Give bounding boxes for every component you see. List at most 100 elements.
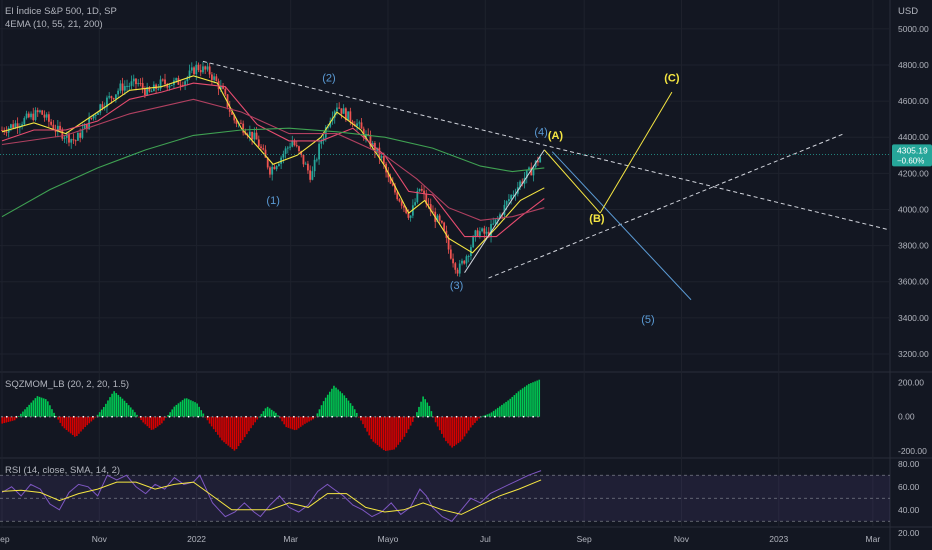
squeeze-dot (522, 415, 525, 418)
squeeze-dot (235, 415, 238, 418)
squeeze-dot (149, 415, 152, 418)
candle-body (231, 111, 233, 115)
candle-body (320, 140, 323, 144)
momentum-bar (432, 416, 435, 418)
y-tick-label: 4800.00 (898, 60, 929, 70)
price-badge[interactable] (892, 144, 932, 167)
momentum-bar (351, 405, 354, 417)
squeeze-dot (72, 415, 75, 418)
squeeze-dot (412, 415, 415, 418)
candle-body (291, 141, 294, 147)
candle-body (481, 228, 483, 232)
candle-body (99, 104, 102, 113)
momentum-bar (472, 416, 474, 426)
support-trendline[interactable] (488, 133, 845, 279)
candle-body (211, 74, 213, 80)
momentum-bar (256, 416, 259, 420)
candle-body (407, 213, 410, 218)
momentum-bar (117, 394, 120, 417)
squeeze-dot (407, 415, 410, 418)
candle-body (365, 133, 367, 138)
candle-body (400, 201, 403, 206)
momentum-bar (127, 405, 130, 417)
channel-line[interactable] (464, 149, 545, 273)
squeeze-dot (374, 415, 377, 418)
candle-body (503, 204, 506, 216)
candle-body (425, 194, 428, 204)
momentum-bar (13, 416, 16, 421)
momentum-bar (11, 416, 14, 421)
momentum-bar (67, 416, 70, 432)
candle-body (302, 154, 305, 165)
momentum-bar (65, 416, 68, 431)
candle-body (255, 132, 258, 140)
squeeze-dot (15, 415, 18, 418)
momentum-bar (177, 403, 180, 417)
candle-body (139, 83, 142, 85)
squeeze-dot (517, 415, 520, 418)
squeeze-dot (48, 415, 51, 418)
momentum-bar (426, 402, 429, 417)
momentum-bar (409, 416, 412, 426)
momentum-bar (235, 416, 238, 450)
wave-5-projection[interactable] (551, 151, 692, 301)
wave-c-projection[interactable] (599, 91, 673, 214)
momentum-bar (289, 416, 292, 429)
price-badge-change: −0.60% (897, 156, 924, 165)
momentum-bar (161, 416, 163, 424)
momentum-bar (80, 416, 82, 432)
candle-body (242, 123, 245, 133)
momentum-bar (140, 416, 142, 421)
momentum-bar (395, 416, 397, 448)
candle-body (405, 207, 408, 214)
candle-body (128, 85, 131, 87)
x-tick-label: Sep (0, 534, 10, 544)
candle-body (264, 149, 267, 158)
momentum-bar (285, 416, 288, 428)
momentum-bar (476, 416, 478, 421)
candle-body (12, 124, 15, 128)
candle-body (257, 139, 260, 147)
candle-body (168, 85, 171, 88)
momentum-bar (463, 416, 466, 437)
momentum-bar (111, 393, 113, 417)
momentum-bar (125, 402, 128, 417)
squeeze-dot (465, 415, 468, 418)
momentum-tick-label: 200.00 (898, 377, 924, 387)
squeeze-dot (206, 415, 209, 418)
wave-b-projection[interactable] (543, 149, 601, 214)
momentum-bar (146, 416, 149, 427)
candle-body (521, 181, 524, 184)
wave-label-7: (C) (664, 72, 680, 84)
momentum-bar (455, 416, 458, 445)
momentum-bar (326, 394, 329, 417)
squeeze-dot (92, 415, 94, 418)
x-tick-label: Mar (283, 534, 298, 544)
momentum-bar (227, 416, 230, 446)
squeeze-dot (240, 415, 243, 418)
resistance-trendline[interactable] (202, 60, 888, 230)
candle-body (271, 166, 274, 175)
momentum-bar (233, 416, 236, 451)
candle-body (43, 114, 46, 118)
squeeze-dot (259, 415, 262, 418)
squeeze-dot (316, 415, 319, 418)
momentum-bar (387, 416, 389, 451)
candle-body (123, 85, 126, 91)
momentum-bar (324, 397, 327, 417)
candle-body (318, 143, 320, 160)
squeeze-dot (537, 415, 539, 418)
squeeze-dot (53, 415, 56, 418)
squeeze-dot (359, 415, 362, 418)
candle-body (295, 145, 298, 147)
momentum-bar (451, 416, 453, 448)
candle-body (530, 167, 533, 176)
candle-body (240, 122, 242, 124)
momentum-bar (316, 413, 319, 417)
candle-body (398, 199, 401, 202)
squeeze-dot (5, 415, 8, 418)
momentum-bar (405, 416, 408, 434)
squeeze-dot (178, 415, 180, 418)
